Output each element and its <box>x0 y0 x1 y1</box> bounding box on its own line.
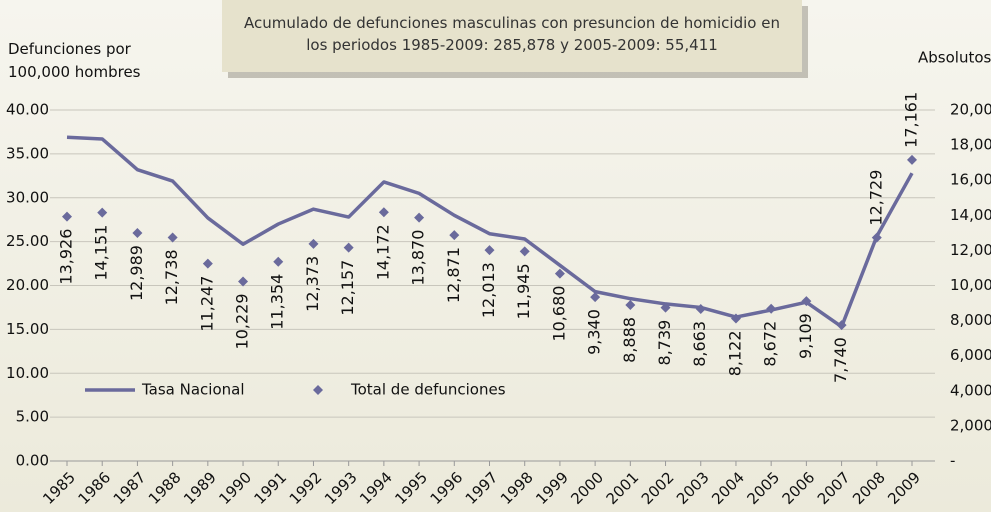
data-label: 8,888 <box>620 317 639 363</box>
data-point <box>801 296 812 307</box>
y2-tick-label: 16,000 <box>950 171 991 189</box>
data-label: 12,373 <box>303 256 322 312</box>
data-point <box>836 320 847 331</box>
y2-tick-label: 8,000 <box>950 311 991 329</box>
y2-tick-label: 10,000 <box>950 276 991 294</box>
data-label: 11,945 <box>514 263 533 319</box>
y-tick-label: 5.00 <box>16 408 49 426</box>
y-tick-label: 40.00 <box>6 101 49 119</box>
y-tick-label: 10.00 <box>6 364 49 382</box>
data-point <box>97 207 108 218</box>
data-label: 17,161 <box>902 92 921 148</box>
data-point <box>414 212 425 223</box>
legend-marker <box>313 385 323 395</box>
data-label: 10,229 <box>233 293 252 349</box>
data-label: 7,740 <box>831 337 850 383</box>
y-tick-label: 20.00 <box>6 276 49 294</box>
y-tick-label: 0.00 <box>16 452 49 470</box>
data-label: 10,680 <box>549 286 568 342</box>
data-label: 9,109 <box>796 313 815 359</box>
data-point <box>695 303 706 314</box>
y2-tick-label: 12,000 <box>950 241 991 259</box>
data-point <box>871 232 882 243</box>
data-label: 12,989 <box>127 245 146 301</box>
data-point <box>132 228 143 239</box>
data-point <box>590 292 601 303</box>
data-label: 11,247 <box>197 276 216 332</box>
data-label: 13,870 <box>409 230 428 286</box>
y2-tick-label: 6,000 <box>950 346 991 364</box>
y2-tick-label: 18,000 <box>950 136 991 154</box>
data-point <box>907 154 917 165</box>
data-point <box>238 276 249 287</box>
data-label: 9,340 <box>585 309 604 355</box>
data-label: 8,122 <box>725 330 744 376</box>
data-point <box>554 268 565 279</box>
data-point <box>308 238 319 249</box>
y-label-wrap: Defunciones por 100,000 hombres <box>8 40 141 81</box>
legend-label: Total de defunciones <box>350 381 506 399</box>
data-point <box>625 300 636 311</box>
data-label: 8,663 <box>690 321 709 367</box>
data-label: 11,354 <box>268 274 287 330</box>
data-point <box>62 211 72 222</box>
y-axis-label: Defunciones por 100,000 hombres <box>8 40 141 81</box>
legend-label: Tasa Nacional <box>141 381 245 399</box>
data-point <box>273 256 284 267</box>
title-box <box>222 0 802 72</box>
y2-tick-label: - <box>950 452 955 470</box>
data-label: 14,172 <box>373 224 392 280</box>
y-tick-label: 25.00 <box>6 232 49 250</box>
data-label: 8,672 <box>761 321 780 367</box>
y2-tick-label: 20,000 <box>950 101 991 119</box>
y-tick-label: 35.00 <box>6 144 49 162</box>
data-point <box>202 258 213 269</box>
y2-tick-label: 14,000 <box>950 206 991 224</box>
data-point <box>484 245 495 256</box>
data-point <box>730 313 741 324</box>
data-point <box>378 207 389 218</box>
data-label: 12,738 <box>162 249 181 305</box>
y-tick-label: 15.00 <box>6 320 49 338</box>
data-point <box>660 302 671 313</box>
data-point <box>167 232 178 243</box>
data-point <box>449 230 460 241</box>
y2-tick-label: 4,000 <box>950 381 991 399</box>
chart-title: Acumulado de defunciones masculinas con … <box>244 14 780 54</box>
data-label: 12,157 <box>338 260 357 316</box>
data-point <box>519 246 530 257</box>
data-point <box>343 242 354 253</box>
data-label: 8,739 <box>655 320 674 366</box>
data-label: 12,013 <box>479 262 498 318</box>
data-label: 14,151 <box>92 225 111 281</box>
data-point <box>766 303 777 314</box>
data-label: 13,926 <box>57 229 76 285</box>
data-label: 12,871 <box>444 247 463 303</box>
title-wrap: Acumulado de defunciones masculinas con … <box>244 14 780 54</box>
y2-tick-label: 2,000 <box>950 416 991 434</box>
data-label: 12,729 <box>866 170 885 226</box>
y-tick-label: 30.00 <box>6 188 49 206</box>
y2-axis-label: Absolutos <box>918 49 991 67</box>
